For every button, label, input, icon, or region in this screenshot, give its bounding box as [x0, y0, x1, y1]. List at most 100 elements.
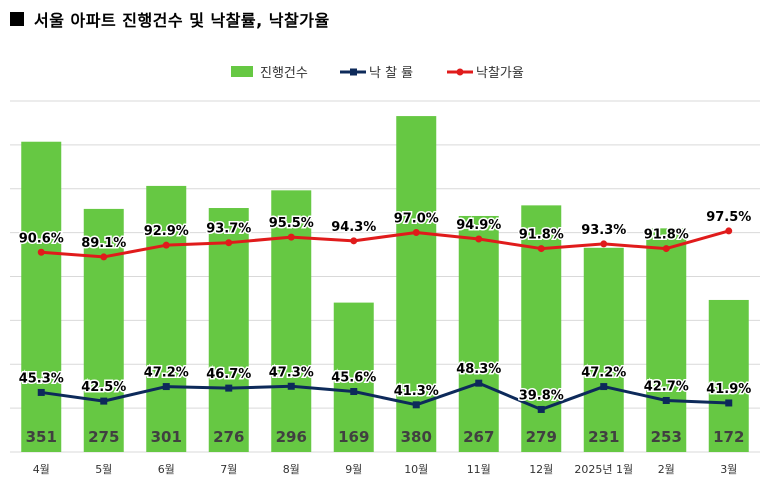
- x-tick-label: 12월: [529, 463, 553, 476]
- line-point: [350, 237, 358, 245]
- line-point: [162, 383, 170, 391]
- line-value-label: 89.1%: [81, 236, 126, 251]
- bar-value-label: 169: [338, 428, 369, 446]
- x-tick-label: 11월: [467, 463, 491, 476]
- bar-value-label: 296: [276, 428, 307, 446]
- x-tick-label: 2025년 1월: [574, 463, 633, 476]
- bar-value-label: 380: [401, 428, 432, 446]
- bar: [146, 185, 187, 452]
- title-square-icon: [10, 12, 24, 26]
- line-point: [662, 245, 670, 253]
- line-point: [287, 233, 295, 241]
- lines: [37, 227, 733, 413]
- bar-value-label: 172: [713, 428, 744, 446]
- bar-value-label: 253: [651, 428, 682, 446]
- bar-value-label: 276: [213, 428, 244, 446]
- x-tick-label: 4월: [33, 463, 50, 476]
- line-value-label: 94.3%: [331, 220, 376, 235]
- line-point: [37, 248, 45, 256]
- line-value-label: 47.2%: [144, 366, 189, 381]
- bar: [646, 228, 687, 452]
- line-point: [475, 235, 483, 243]
- legend-marker: [350, 68, 357, 76]
- x-tick-label: 9월: [345, 463, 362, 476]
- bar: [333, 302, 374, 452]
- line-point: [537, 245, 545, 253]
- bar: [396, 116, 437, 452]
- line-value-label: 45.6%: [331, 371, 376, 386]
- bar: [708, 299, 749, 452]
- bar: [208, 208, 249, 452]
- line-point: [162, 241, 170, 249]
- x-tick-label: 7월: [220, 463, 237, 476]
- line-value-label: 42.7%: [644, 379, 689, 394]
- legend-label: 낙찰가율: [476, 66, 524, 81]
- line-point: [475, 379, 483, 387]
- line-value-label: 48.3%: [456, 362, 501, 377]
- legend-label: 낙 찰 률: [369, 66, 413, 81]
- x-tick-label: 8월: [283, 463, 300, 476]
- line-point: [37, 388, 45, 396]
- line-value-label: 39.8%: [519, 388, 564, 403]
- bar-value-label: 301: [151, 428, 182, 446]
- series-line: [41, 229, 730, 259]
- line-point: [600, 383, 608, 391]
- line-value-label: 41.3%: [394, 384, 439, 399]
- line-point: [537, 405, 545, 413]
- gridlines: [10, 100, 760, 453]
- x-tick-label: 5월: [95, 463, 112, 476]
- line-value-label: 90.6%: [19, 231, 64, 246]
- line-value-label: 92.9%: [144, 224, 189, 239]
- data-labels: 351 275 301 276 296 169 380 267 279 231 253 172 90.6…: [17, 208, 753, 446]
- line-point: [287, 382, 295, 390]
- bars: [21, 116, 749, 452]
- line-point: [412, 228, 420, 236]
- bar-value-label: 275: [88, 428, 119, 446]
- line-point: [100, 253, 108, 261]
- x-axis: 4월 5월 6월 7월 8월 9월 10월 11월 12월 2025년 1월 2월 3월: [33, 463, 738, 476]
- line-point: [225, 384, 233, 392]
- line-value-label: 93.7%: [206, 222, 251, 237]
- bar: [83, 208, 124, 452]
- bar: [458, 215, 499, 452]
- bar: [21, 141, 62, 452]
- chart-title-row: 서울 아파트 진행건수 및 낙찰률, 낙찰가율: [10, 8, 330, 30]
- x-tick-label: 6월: [158, 463, 175, 476]
- line-value-label: 41.9%: [706, 382, 751, 397]
- line-value-label: 91.8%: [644, 228, 689, 243]
- line-value-label: 46.7%: [206, 367, 251, 382]
- line-point: [412, 401, 420, 409]
- line-value-label: 94.9%: [456, 218, 501, 233]
- line-point: [725, 399, 733, 407]
- x-tick-label: 10월: [404, 463, 428, 476]
- line-value-label: 45.3%: [19, 371, 64, 386]
- line-value-label: 42.5%: [81, 380, 126, 395]
- series-line: [41, 381, 729, 411]
- bar-value-label: 351: [26, 428, 57, 446]
- line-value-label: 47.2%: [581, 366, 626, 381]
- line-point: [725, 227, 733, 235]
- line-value-label: 47.3%: [269, 365, 314, 380]
- bar-value-label: 231: [588, 428, 619, 446]
- line-value-label: 91.8%: [519, 228, 564, 243]
- legend-swatch: [231, 66, 253, 77]
- legend-label: 진행건수: [260, 65, 308, 81]
- chart-title: 서울 아파트 진행건수 및 낙찰률, 낙찰가율: [34, 11, 330, 30]
- bar: [583, 247, 624, 452]
- line-point: [225, 239, 233, 247]
- line-value-label: 97.5%: [706, 210, 751, 225]
- bar-value-label: 279: [526, 428, 557, 446]
- legend: 진행건수 낙 찰 률 낙찰가율: [231, 65, 524, 81]
- line-value-label: 95.5%: [269, 216, 314, 231]
- line-point: [600, 240, 608, 248]
- line-value-label: 97.0%: [394, 211, 439, 226]
- legend-marker: [456, 68, 464, 76]
- line-value-label: 93.3%: [581, 223, 626, 238]
- line-point: [100, 397, 108, 405]
- x-tick-label: 3월: [720, 463, 737, 476]
- line-point: [350, 388, 358, 396]
- x-tick-label: 2월: [658, 463, 675, 476]
- line-point: [662, 396, 670, 404]
- bar-value-label: 267: [463, 428, 494, 446]
